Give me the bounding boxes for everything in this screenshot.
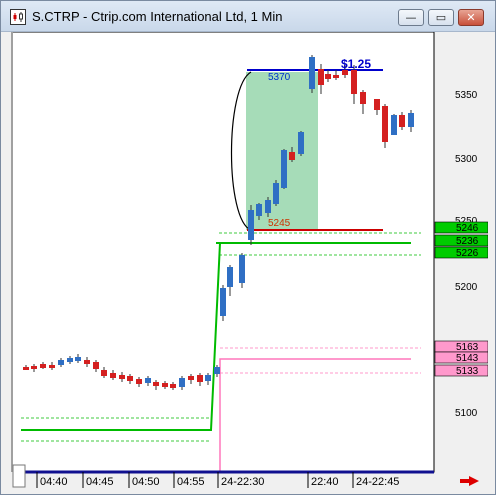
- candle-body: [318, 69, 324, 85]
- level-box: [434, 246, 488, 259]
- level-box: [434, 364, 488, 377]
- restore-button[interactable]: ▭: [428, 9, 454, 26]
- candle-body: [382, 106, 388, 142]
- candle-body: [162, 383, 168, 387]
- x-axis-labels: 04:40 04:45 04:50 04:55 24-22:30 22:40 24-22:4…: [36, 472, 399, 488]
- candle-body: [281, 150, 287, 188]
- candle-body: [220, 288, 226, 316]
- high-label: 5370: [268, 72, 291, 83]
- level-box-label: 5133: [456, 366, 479, 377]
- candle-body: [408, 113, 414, 127]
- candle-body: [31, 366, 37, 369]
- candle-body: [342, 70, 348, 75]
- candle-body: [136, 379, 142, 384]
- candle-body: [84, 360, 90, 364]
- restore-icon: ▭: [435, 11, 447, 24]
- candle-body: [333, 75, 339, 78]
- plot-area: [11, 32, 435, 473]
- candle-body: [153, 382, 159, 386]
- candle-body: [399, 115, 405, 127]
- level-box-label: 5226: [456, 248, 479, 259]
- candle-body: [23, 367, 29, 370]
- candle-body: [75, 357, 81, 361]
- y-tick: 5350: [455, 90, 478, 101]
- candle-body: [119, 375, 125, 379]
- low-label: 5245: [268, 218, 291, 229]
- level-box: [434, 221, 488, 234]
- candle-body: [145, 378, 151, 383]
- x-tick-label: 04:40: [40, 476, 68, 488]
- scroll-right-arrow-icon[interactable]: [460, 476, 479, 486]
- price-chart[interactable]: 5370 5245 $1.25 5350 5300 5250 5200 5100…: [11, 32, 488, 488]
- x-tick-label: 22:40: [311, 476, 339, 488]
- candle-body: [67, 358, 73, 362]
- candle-body: [374, 99, 380, 110]
- candle-body: [58, 360, 64, 365]
- level-box: [434, 234, 488, 247]
- candle-body: [127, 376, 133, 381]
- candle-body: [309, 57, 315, 89]
- candle-body: [391, 115, 397, 135]
- gain-label: $1.25: [341, 57, 371, 71]
- candle-body: [179, 378, 185, 387]
- pink-step-line: [219, 358, 411, 472]
- scroll-left-handle[interactable]: [12, 464, 26, 488]
- close-icon: ✕: [466, 11, 476, 24]
- x-tick-label: 04:45: [86, 476, 114, 488]
- candle-body: [360, 92, 366, 104]
- chart-app-icon: [10, 9, 26, 25]
- candle-body: [205, 375, 211, 381]
- candle-body: [256, 204, 262, 216]
- level-box-label: 5236: [456, 236, 479, 247]
- candle-body: [289, 152, 295, 160]
- candle-body: [325, 74, 331, 79]
- candle-body: [170, 384, 176, 388]
- green-step-line: [21, 242, 221, 431]
- level-box-label: 5246: [456, 223, 479, 234]
- candles: [23, 55, 414, 390]
- y-tick: 5250: [455, 216, 478, 227]
- candle-body: [227, 267, 233, 287]
- level-box: [434, 351, 488, 364]
- candle-body: [101, 370, 107, 376]
- range-bracket: [230, 71, 252, 231]
- candle-body: [239, 255, 245, 283]
- candle-body: [49, 365, 55, 368]
- chart-area[interactable]: 5370 5245 $1.25 5350 5300 5250 5200 5100…: [11, 32, 488, 488]
- candle-body: [93, 362, 99, 369]
- candle-body: [248, 210, 254, 240]
- candle-body: [214, 367, 220, 374]
- candle-body: [110, 373, 116, 378]
- close-button[interactable]: ✕: [458, 9, 484, 26]
- candle-body: [197, 375, 203, 382]
- level-box-label: 5163: [456, 342, 479, 353]
- title-bar[interactable]: S.CTRP - Ctrip.com International Ltd, 1 …: [1, 1, 495, 32]
- minimize-icon: —: [405, 11, 417, 24]
- candle-body: [188, 376, 194, 380]
- level-box-label: 5143: [456, 353, 479, 364]
- candle-body: [40, 364, 46, 368]
- minimize-button[interactable]: —: [398, 9, 424, 26]
- candle-body: [351, 70, 357, 94]
- candle-body: [273, 183, 279, 204]
- x-tick-label: 24-22:30: [221, 476, 264, 488]
- candle-body: [265, 200, 271, 213]
- y-tick: 5300: [455, 154, 478, 165]
- y-tick: 5200: [455, 282, 478, 293]
- y-tick: 5100: [455, 408, 478, 419]
- x-tick-label: 24-22:45: [356, 476, 399, 488]
- window-title: S.CTRP - Ctrip.com International Ltd, 1 …: [32, 9, 283, 24]
- x-tick-label: 04:55: [177, 476, 205, 488]
- x-tick-label: 04:50: [132, 476, 160, 488]
- candle-body: [298, 132, 304, 154]
